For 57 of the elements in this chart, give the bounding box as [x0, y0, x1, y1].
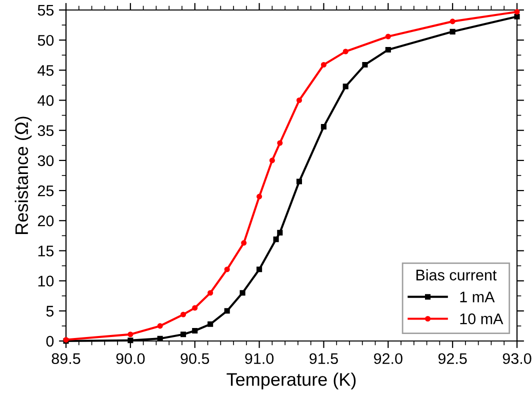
legend-label: 10 mA	[460, 313, 504, 324]
point	[241, 240, 247, 246]
point	[224, 308, 230, 314]
point	[320, 62, 326, 68]
point	[514, 14, 520, 20]
point	[240, 290, 246, 296]
point	[342, 84, 348, 90]
y-tick-label: 5	[46, 306, 54, 317]
legend-title: Bias current	[416, 269, 497, 280]
point	[180, 312, 186, 318]
point	[362, 62, 368, 68]
point	[180, 332, 186, 338]
y-tick-label: 30	[38, 155, 54, 166]
point	[224, 266, 230, 272]
point	[128, 338, 134, 344]
y-tick-label: 50	[38, 34, 54, 46]
x-axis-title: Temperature (K)	[226, 372, 356, 390]
point	[157, 323, 163, 329]
y-tick-label: 55	[38, 5, 54, 16]
point	[296, 97, 302, 104]
y-tick-label: 25	[38, 185, 54, 196]
legend-label: 1 mA	[460, 292, 495, 302]
y-tick-label: 20	[38, 216, 54, 226]
x-tick-label: 89.5	[52, 353, 80, 364]
y-axis-title: Resistance (Ω)	[14, 116, 32, 234]
x-tick-label: 93.0	[502, 353, 532, 364]
point	[192, 305, 198, 311]
point	[450, 28, 456, 34]
point	[514, 9, 520, 15]
point	[273, 236, 279, 242]
point	[256, 194, 262, 200]
x-tick-label: 92.0	[374, 353, 402, 364]
point	[296, 178, 302, 184]
point	[277, 140, 283, 146]
y-tick-label: 10	[38, 276, 54, 287]
point	[192, 328, 198, 334]
point	[208, 290, 214, 296]
x-tick-label: 92.5	[438, 353, 467, 364]
y-tick-label: 0	[46, 336, 54, 347]
point	[208, 321, 214, 327]
point	[450, 18, 456, 24]
y-tick-label: 45	[38, 65, 54, 76]
y-tick-label: 40	[38, 95, 54, 106]
point	[277, 230, 283, 236]
point	[128, 332, 134, 338]
point	[385, 46, 391, 52]
x-tick-label: 90.5	[180, 353, 210, 364]
x-tick-label: 91.0	[245, 353, 274, 364]
y-tick-label: 15	[38, 246, 54, 256]
point	[269, 158, 275, 164]
point	[256, 266, 262, 272]
y-tick-label: 35	[38, 125, 54, 136]
point	[342, 48, 348, 54]
x-tick-label: 91.5	[310, 353, 338, 364]
point	[385, 34, 391, 40]
point	[320, 124, 326, 130]
x-tick-label: 90.0	[116, 353, 145, 364]
